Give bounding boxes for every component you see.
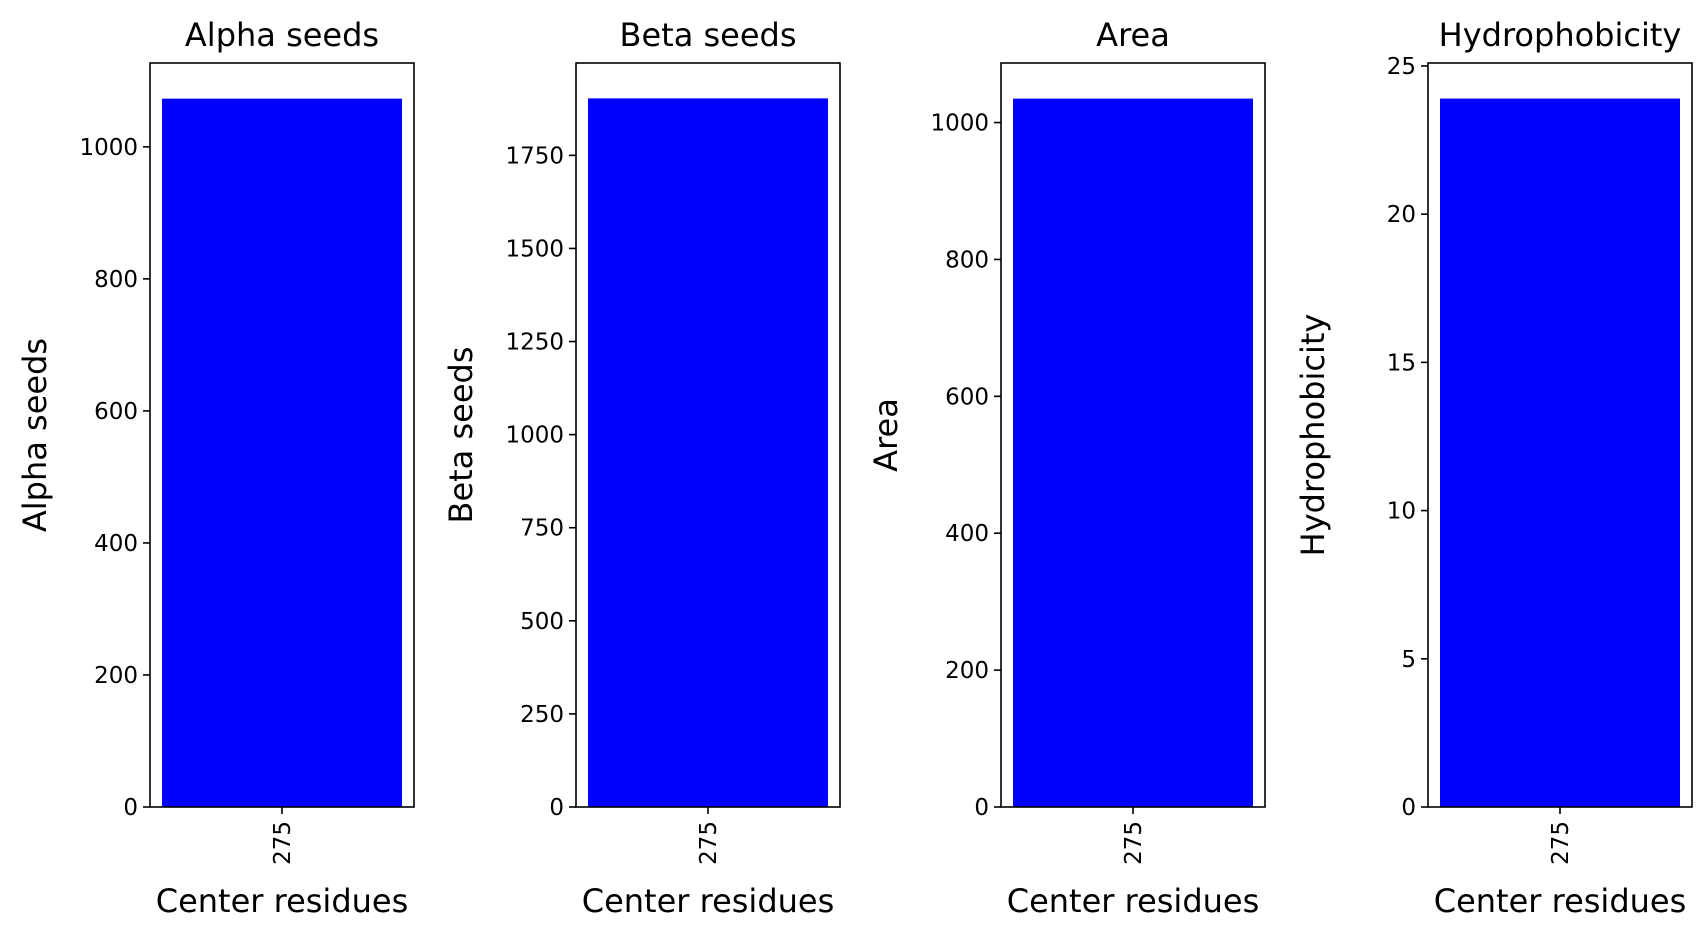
y-tick-label: 0: [549, 795, 564, 821]
bar: [162, 98, 402, 808]
y-tick-label: 250: [520, 702, 564, 728]
x-tick-label: 275: [270, 821, 296, 865]
bar: [588, 98, 828, 808]
x-tick-label: 275: [696, 821, 722, 865]
chart-title: Beta seeds: [620, 16, 797, 54]
chart-title: Area: [1096, 16, 1170, 54]
x-axis-label: Center residues: [1007, 882, 1260, 920]
x-axis-label: Center residues: [1434, 882, 1687, 920]
bar: [1013, 98, 1253, 807]
y-tick-label: 600: [945, 384, 989, 410]
y-tick-label: 1000: [930, 111, 989, 137]
y-tick-label: 800: [945, 247, 989, 273]
y-tick-label: 400: [94, 531, 138, 557]
y-tick-label: 0: [1401, 795, 1416, 821]
x-axis-label: Center residues: [582, 882, 835, 920]
chart-title: Hydrophobicity: [1439, 16, 1682, 54]
x-tick-label: 275: [1548, 821, 1574, 865]
y-axis-label: Beta seeds: [442, 347, 480, 524]
y-tick-label: 1250: [505, 330, 564, 356]
bar: [1440, 98, 1680, 808]
y-tick-label: 1500: [505, 236, 564, 262]
y-tick-label: 750: [520, 516, 564, 542]
x-tick-label: 275: [1121, 821, 1147, 865]
y-tick-label: 200: [945, 658, 989, 684]
y-tick-label: 800: [94, 267, 138, 293]
y-tick-label: 1000: [79, 135, 138, 161]
y-tick-label: 1750: [505, 143, 564, 169]
y-tick-label: 20: [1387, 202, 1416, 228]
y-tick-label: 1000: [505, 423, 564, 449]
y-axis-label: Alpha seeds: [16, 338, 54, 532]
y-tick-label: 600: [94, 399, 138, 425]
y-axis-label: Area: [867, 398, 905, 472]
y-tick-label: 0: [974, 795, 989, 821]
y-tick-label: 15: [1387, 350, 1416, 376]
x-axis-label: Center residues: [156, 882, 409, 920]
y-tick-label: 0: [123, 795, 138, 821]
chart-title: Alpha seeds: [185, 16, 379, 54]
y-tick-label: 5: [1401, 647, 1416, 673]
y-axis-label: Hydrophobicity: [1294, 314, 1332, 557]
y-tick-label: 500: [520, 609, 564, 635]
y-tick-label: 200: [94, 663, 138, 689]
y-tick-label: 400: [945, 521, 989, 547]
y-tick-label: 10: [1387, 499, 1416, 525]
y-tick-label: 25: [1387, 54, 1416, 80]
